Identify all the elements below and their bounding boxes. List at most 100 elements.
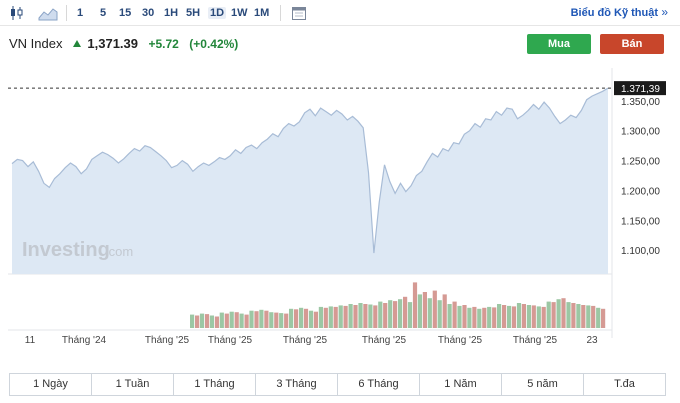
volume-bar-down <box>383 303 388 328</box>
volume-bar-down <box>264 310 269 328</box>
area-chart-icon[interactable] <box>37 4 59 22</box>
toolbar-divider <box>66 5 67 21</box>
volume-bar-down <box>294 309 299 328</box>
x-tick-label: Tháng '25 <box>362 335 407 346</box>
volume-bar-down <box>432 290 437 328</box>
double-chevron-right-icon[interactable]: » <box>661 5 668 19</box>
volume-bar-down <box>551 302 556 328</box>
volume-bar-down <box>214 316 219 328</box>
volume-bar-down <box>571 303 576 328</box>
price-area <box>12 88 608 274</box>
volume-bar-up <box>249 310 254 328</box>
x-tick-label: Tháng '25 <box>208 335 253 346</box>
volume-bar-down <box>581 305 586 328</box>
volume-bar-down <box>363 304 368 328</box>
x-tick-label: Tháng '24 <box>62 335 107 346</box>
volume-bar-up <box>289 308 294 328</box>
volume-bar-down <box>195 315 200 328</box>
range-1-week[interactable]: 1 Tuần <box>91 374 173 395</box>
last-price-label: 1.371,39 <box>621 84 660 95</box>
volume-bar-up <box>576 304 581 328</box>
y-tick-label: 1.100,00 <box>621 246 660 257</box>
volume-bar-up <box>259 309 264 328</box>
interval-1d[interactable]: 1D <box>208 7 227 19</box>
sell-button[interactable]: Bán <box>600 34 664 54</box>
x-tick-label: 11 <box>25 335 36 346</box>
volume-bar-up <box>546 301 551 328</box>
volume-bar-down <box>531 305 536 328</box>
volume-bar-up <box>348 304 353 328</box>
volume-bar-up <box>556 299 561 328</box>
x-tick-label: Tháng '25 <box>145 335 190 346</box>
interval-1m[interactable]: 1M <box>254 7 270 19</box>
volume-bar-down <box>502 305 507 328</box>
calendar-icon[interactable] <box>290 4 308 22</box>
interval-1[interactable]: 1 <box>77 7 84 19</box>
price-line <box>11 87 609 254</box>
last-price: 1,371.39 <box>87 36 138 51</box>
interval-5[interactable]: 5 <box>100 7 107 19</box>
y-tick-label: 1.300,00 <box>621 127 660 138</box>
volume-bar-down <box>393 301 398 328</box>
volume-bar-down <box>511 306 517 328</box>
range-5-years[interactable]: 5 năm <box>501 374 583 395</box>
volume-bar-down <box>254 311 259 328</box>
volume-bar-down <box>601 308 606 328</box>
volume-bar-down <box>452 301 457 328</box>
interval-30[interactable]: 30 <box>142 7 155 19</box>
price-change: +5.72 <box>148 37 179 51</box>
interval-1h[interactable]: 1H <box>164 7 179 19</box>
volume-bar-down <box>561 298 566 328</box>
volume-bar-down <box>541 306 546 328</box>
volume-bar-up <box>467 307 472 328</box>
volume-bar-down <box>343 305 348 328</box>
chart-toolbar: 1 5 15 30 1H 5H 1D 1W 1M Biểu đồ Kỹ thuậ… <box>0 0 680 26</box>
volume-bar-up <box>526 305 531 328</box>
range-6-months[interactable]: 6 Tháng <box>337 374 419 395</box>
volume-bar-up <box>427 298 432 328</box>
volume-bar-up <box>358 303 363 328</box>
volume-bar-up <box>299 307 304 328</box>
price-chart[interactable]: Investing.com 1.350,00 1.300,00 1.250,00 1.2… <box>0 58 680 348</box>
volume-bar-up <box>417 294 422 328</box>
price-change-percent: (+0.42%) <box>189 37 239 51</box>
volume-bar-up <box>586 305 591 328</box>
volume-bar-down <box>313 311 318 328</box>
interval-5h[interactable]: 5H <box>186 7 201 19</box>
technical-chart-link[interactable]: Biểu đồ Kỹ thuật <box>570 7 658 19</box>
interval-1w[interactable]: 1W <box>231 7 248 19</box>
volume-bar-up <box>219 312 224 328</box>
up-arrow-icon <box>72 40 81 47</box>
x-tick-label: 23 <box>586 335 598 346</box>
volume-bar-up <box>516 303 522 328</box>
volume-bar-up <box>269 312 274 328</box>
range-1-day[interactable]: 1 Ngày <box>33 378 68 390</box>
volume-bar-up <box>437 300 442 328</box>
candlestick-icon[interactable] <box>8 4 26 22</box>
range-3-months[interactable]: 3 Tháng <box>255 374 337 395</box>
volume-bar-up <box>199 313 205 328</box>
volume-bar-down <box>591 305 596 328</box>
volume-bar-down <box>224 313 229 328</box>
volume-bar-down <box>521 304 526 328</box>
instrument-name: VN Index <box>9 36 63 51</box>
x-tick-label: Tháng '25 <box>513 335 558 346</box>
volume-bar-down <box>353 305 358 328</box>
range-1-year[interactable]: 1 Năm <box>419 374 501 395</box>
volume-bar-down <box>462 305 467 328</box>
volume-bar-up <box>566 302 571 328</box>
range-max[interactable]: T.đa <box>583 374 665 395</box>
volume-bar-down <box>373 305 378 328</box>
last-price-tag <box>614 81 666 96</box>
interval-15[interactable]: 15 <box>119 7 132 19</box>
volume-bar-up <box>338 305 343 328</box>
volume-bar-down <box>284 313 289 328</box>
volume-bar-up <box>507 305 512 328</box>
volume-bar-up <box>229 311 234 328</box>
volume-bar-up <box>328 306 333 328</box>
range-1-month[interactable]: 1 Tháng <box>173 374 255 395</box>
time-range-selector: 1 Ngày 1 Tuần 1 Tháng 3 Tháng 6 Tháng 1 … <box>9 373 666 396</box>
buy-button[interactable]: Mua <box>527 34 591 54</box>
watermark-brand: Investing <box>22 239 110 261</box>
volume-bar-down <box>412 282 418 328</box>
